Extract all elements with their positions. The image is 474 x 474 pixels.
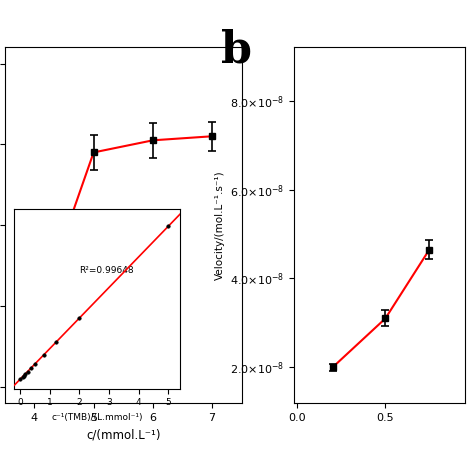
Text: R²=0.99648: R²=0.99648: [79, 265, 134, 274]
Point: [22, 370, 29, 378]
Point: [19, 373, 27, 381]
Text: b: b: [221, 28, 253, 72]
Point: [75, 314, 83, 322]
Point: [24, 368, 31, 375]
Point: [16, 375, 24, 383]
Point: [164, 223, 172, 230]
Point: [31, 360, 39, 368]
X-axis label: c/(mmol.L⁻¹): c/(mmol.L⁻¹): [86, 428, 161, 441]
Point: [40, 351, 47, 358]
Y-axis label: Velocity/(mol.L⁻¹.s⁻¹): Velocity/(mol.L⁻¹.s⁻¹): [214, 170, 225, 280]
Point: [20, 372, 27, 379]
Point: [52, 338, 59, 346]
X-axis label: c⁻¹(TMB)/(L.mmol⁻¹): c⁻¹(TMB)/(L.mmol⁻¹): [51, 413, 143, 422]
Point: [27, 365, 34, 372]
